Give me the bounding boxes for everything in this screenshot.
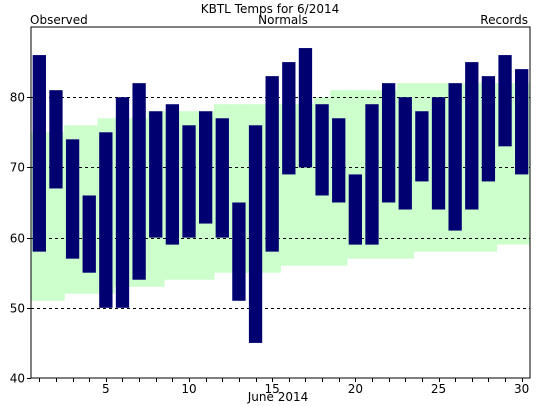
x-axis: 5 10 15 20 25 30 xyxy=(39,378,529,396)
observed-bar-day-29 xyxy=(498,55,512,147)
observed-bar-day-3 xyxy=(65,139,80,259)
x-tick-label-15: 15 xyxy=(265,382,280,396)
x-tick-label-30: 30 xyxy=(514,382,529,396)
observed-bar-day-17 xyxy=(298,48,313,168)
observed-bar-day-19 xyxy=(332,118,346,203)
observed-bar-day-14 xyxy=(248,125,263,343)
observed-bar-day-8 xyxy=(149,111,163,238)
chart-title: KBTL Temps for 6/2014 xyxy=(201,2,340,16)
y-axis: 40 50 60 70 80 xyxy=(10,91,31,386)
observed-bar-day-16 xyxy=(282,62,296,175)
y-tick-label-60: 60 xyxy=(10,232,25,246)
observed-bar-day-18 xyxy=(315,104,329,196)
observed-bar-day-20 xyxy=(348,174,363,245)
plot-area xyxy=(30,26,531,379)
observed-bar-day-27 xyxy=(465,62,479,210)
observed-bar-day-30 xyxy=(515,69,529,175)
y-tick-label-80: 80 xyxy=(10,91,25,105)
observed-bar-day-1 xyxy=(32,55,46,252)
x-tick-label-5: 5 xyxy=(102,382,110,396)
observed-bar-day-5 xyxy=(99,132,113,308)
y-tick-label-50: 50 xyxy=(10,302,25,316)
legend-observed: Observed xyxy=(30,13,88,27)
observed-bar-day-28 xyxy=(481,76,496,182)
observed-bar-day-13 xyxy=(232,202,246,301)
legend-normals: Normals xyxy=(258,13,308,27)
observed-bar-day-24 xyxy=(415,111,429,182)
x-tick-label-20: 20 xyxy=(348,382,363,396)
y-tick-label-70: 70 xyxy=(10,161,25,175)
observed-bar-day-25 xyxy=(431,97,446,210)
observed-bar-day-11 xyxy=(198,111,213,224)
x-axis-label: June 2014 xyxy=(247,390,309,404)
observed-bar-day-2 xyxy=(49,90,63,189)
observed-bar-day-23 xyxy=(398,97,412,210)
observed-bar-day-7 xyxy=(132,83,146,280)
observed-bar-day-6 xyxy=(115,97,130,308)
observed-bar-day-10 xyxy=(182,125,196,238)
observed-bars xyxy=(32,48,529,343)
observed-bar-day-15 xyxy=(265,76,279,252)
y-tick-label-40: 40 xyxy=(10,372,25,386)
x-tick-label-25: 25 xyxy=(431,382,446,396)
grid-lines xyxy=(31,97,530,309)
observed-bar-day-21 xyxy=(365,104,379,245)
observed-bar-day-4 xyxy=(82,195,96,273)
observed-bar-day-12 xyxy=(215,118,229,238)
observed-bar-day-9 xyxy=(165,104,180,245)
observed-bar-day-26 xyxy=(448,83,462,231)
legend-records: Records xyxy=(480,13,528,27)
x-tick-label-10: 10 xyxy=(181,382,196,396)
observed-bar-day-22 xyxy=(381,83,396,203)
